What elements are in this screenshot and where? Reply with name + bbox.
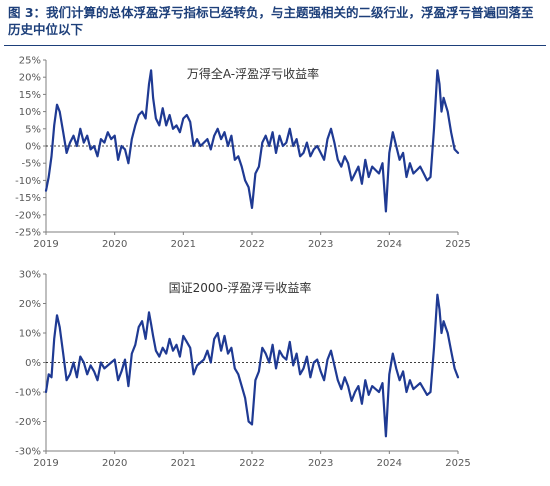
y-tick-label: 25% [19,56,41,67]
y-tick-label: -10% [15,176,41,187]
y-tick-label: -20% [15,417,41,428]
y-tick-label: -25% [15,228,41,239]
figure-title: 图 3：我们计算的总体浮盈浮亏指标已经转负，与主题强相关的二级行业，浮盈浮亏普遍… [8,5,534,37]
y-tick-label: 10% [19,107,41,118]
y-tick-label: 20% [19,73,41,84]
x-tick-label: 2024 [377,458,402,469]
chart-panel-wind-a: 25% 20% 15% 10% 5% 0% -5% -10% -15% -20% -25%2019 2… [15,56,471,251]
x-tick-label: 2020 [102,458,127,469]
x-tick-label: 2019 [33,458,58,469]
y-tick-label: -10% [15,388,41,399]
title-underline [4,45,546,46]
x-tick-label: 2023 [308,458,333,469]
chart-panel-cni2000: 30% 20% 10% 0% -10% -20% -30%2019 2020 2021 2022 2… [15,270,471,470]
x-tick-label: 2020 [102,239,127,250]
y-tick-label: -20% [15,210,41,221]
x-tick-label: 2022 [239,458,264,469]
x-tick-label: 2024 [377,239,402,250]
x-tick-label: 2023 [308,239,333,250]
chart-title: 国证2000-浮盈浮亏收益率 [169,280,312,295]
y-tick-label: 0% [25,358,41,369]
y-tick-label: -5% [22,159,41,170]
charts-canvas: 25%20%15%10%5%0%-5%-10%-15%-20%-25%2019 2… [15,56,471,470]
x-tick-label: 2025 [445,239,470,250]
y-tick-label: 0% [25,142,41,153]
series-line [44,69,460,213]
x-tick-label: 2021 [171,458,196,469]
y-tick-label: 30% [19,270,41,281]
figure-title-block: 图 3：我们计算的总体浮盈浮亏指标已经转负，与主题强相关的二级行业，浮盈浮亏普遍… [8,4,542,46]
y-tick-label: 10% [19,329,41,340]
y-tick-label: -15% [15,193,41,204]
y-tick-label: -30% [15,447,41,458]
chart-title: 万得全A-浮盈浮亏收益率 [187,66,319,81]
x-tick-label: 2019 [33,239,58,250]
x-tick-label: 2021 [171,239,196,250]
y-tick-label: 15% [19,90,41,101]
x-tick-label: 2025 [445,458,470,469]
y-tick-label: 5% [25,124,41,135]
x-tick-label: 2022 [239,239,264,250]
y-tick-label: 20% [19,299,41,310]
series-line [44,293,460,438]
